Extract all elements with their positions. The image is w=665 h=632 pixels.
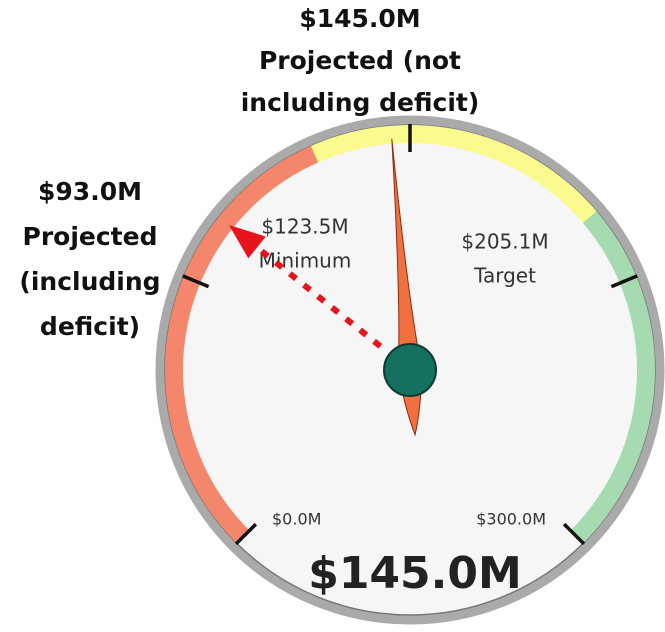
tick-label: $300.0M xyxy=(476,510,546,529)
annotation-arrow xyxy=(228,224,383,349)
annotation-value: $145.0M xyxy=(299,4,420,33)
gauge-band xyxy=(165,145,319,544)
annotation-text: (including xyxy=(19,267,160,296)
annotation-value: $93.0M xyxy=(38,177,142,206)
threshold-name: Target xyxy=(473,264,536,288)
annotation-text: Projected xyxy=(23,222,158,251)
tick-label: $0.0M xyxy=(272,510,321,529)
gauge-band xyxy=(310,125,597,223)
tick-mark xyxy=(182,274,210,289)
threshold-value: $205.1M xyxy=(461,230,548,254)
annotation-text: Projected (not xyxy=(259,46,461,75)
threshold-name: Minimum xyxy=(259,249,352,273)
gauge-value: $145.0M xyxy=(308,548,522,599)
needle-hub xyxy=(383,343,437,397)
tick-mark xyxy=(234,522,258,546)
tick-mark xyxy=(562,522,586,546)
gauge-band xyxy=(570,211,655,544)
tick-mark xyxy=(610,274,638,289)
annotation-text: deficit) xyxy=(40,312,140,341)
annotation-text: including deficit) xyxy=(241,88,480,117)
arrow-head xyxy=(228,224,266,259)
threshold-value: $123.5M xyxy=(261,215,348,239)
